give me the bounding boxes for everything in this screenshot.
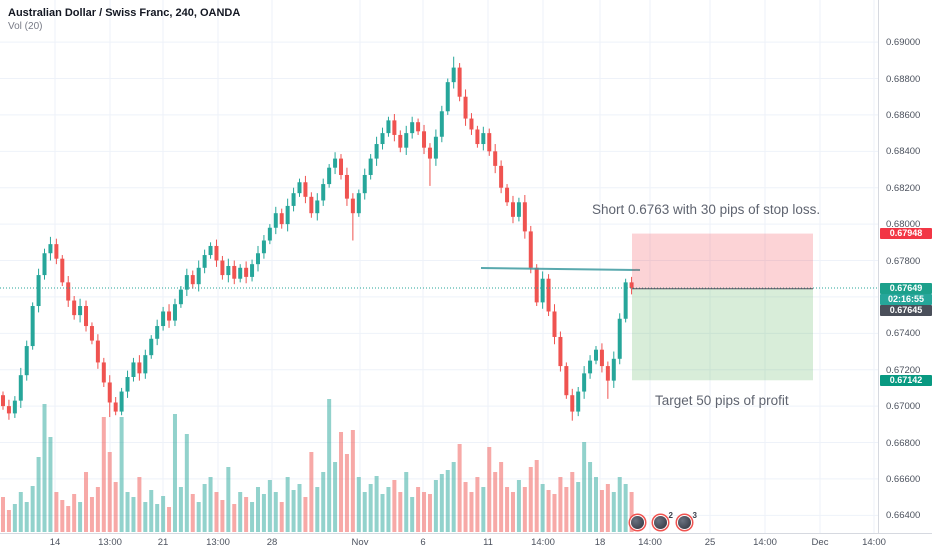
price-tick-label: 0.67400: [886, 328, 921, 340]
target-price-badge: 0.67142: [880, 374, 932, 386]
time-tick-label: 18: [594, 537, 606, 548]
idea-marker-icon[interactable]: [631, 516, 644, 529]
current-price-badge: 0.67649: [880, 282, 932, 294]
time-tick-label: 14:00: [753, 537, 777, 548]
candles: [1, 56, 634, 421]
stop-loss-annotation[interactable]: Short 0.6763 with 30 pips of stop loss.: [592, 202, 821, 217]
time-tick-label: 21: [157, 537, 169, 548]
price-tick-label: 0.67200: [886, 364, 921, 376]
candlestick-chart[interactable]: [0, 0, 878, 533]
stop-price-badge: 0.67948: [880, 228, 932, 240]
time-tick-label: 14: [49, 537, 61, 548]
time-tick-label: 13:00: [206, 537, 230, 548]
price-tick-label: 0.67000: [886, 401, 921, 413]
entry-price-badge: 0.67645: [880, 304, 932, 316]
time-axis[interactable]: 14 13:00 21 13:00 28 Nov 6 11 14:00 18 14:00 25 14:0…: [0, 533, 932, 550]
countdown-badge: 02:16:55: [880, 293, 932, 305]
target-annotation[interactable]: Target 50 pips of profit: [655, 393, 789, 408]
legend: Australian Dollar / Swiss Franc, 240, OA…: [8, 6, 240, 33]
trendline-drawing[interactable]: [480, 267, 641, 271]
price-tick-label: 0.66600: [886, 473, 921, 485]
volume-bars: [1, 399, 634, 532]
grid-lines: [0, 0, 878, 533]
time-tick-label: 14:00: [638, 537, 662, 548]
time-tick-label: 28: [266, 537, 278, 548]
time-tick-label: 11: [483, 537, 493, 548]
short-position-tool[interactable]: [632, 233, 813, 381]
price-tick-label: 0.66800: [886, 437, 921, 449]
price-tick-label: 0.66400: [886, 510, 921, 522]
chart-pane[interactable]: Australian Dollar / Swiss Franc, 240, OA…: [0, 0, 878, 533]
volume-indicator-label[interactable]: Vol (20): [8, 21, 43, 32]
time-tick-label: 25: [704, 537, 716, 548]
price-tick-label: 0.68200: [886, 182, 921, 194]
idea-marker-icon[interactable]: 2: [654, 511, 673, 529]
price-tick-label: 0.68000: [886, 219, 921, 231]
price-tick-label: 0.67800: [886, 255, 921, 267]
idea-marker-icon[interactable]: 3: [678, 511, 697, 529]
time-tick-label: 14:00: [862, 537, 886, 548]
idea-marker-count: 3: [692, 511, 697, 520]
price-tick-label: 0.68400: [886, 146, 921, 158]
symbol-title[interactable]: Australian Dollar / Swiss Franc, 240, OA…: [8, 7, 241, 19]
time-tick-label: Dec: [811, 537, 829, 548]
price-tick-label: 0.69000: [886, 37, 921, 49]
price-axis[interactable]: 0.69000 0.68800 0.68600 0.68400 0.68200 0.680…: [878, 0, 932, 533]
price-tick-label: 0.68800: [886, 73, 921, 85]
time-tick-label: 6: [420, 537, 426, 548]
price-tick-label: 0.68600: [886, 109, 921, 121]
time-tick-label: Nov: [351, 537, 369, 548]
time-tick-label: 14:00: [531, 537, 555, 548]
idea-marker-count: 2: [668, 511, 673, 520]
time-tick-label: 13:00: [98, 537, 122, 548]
